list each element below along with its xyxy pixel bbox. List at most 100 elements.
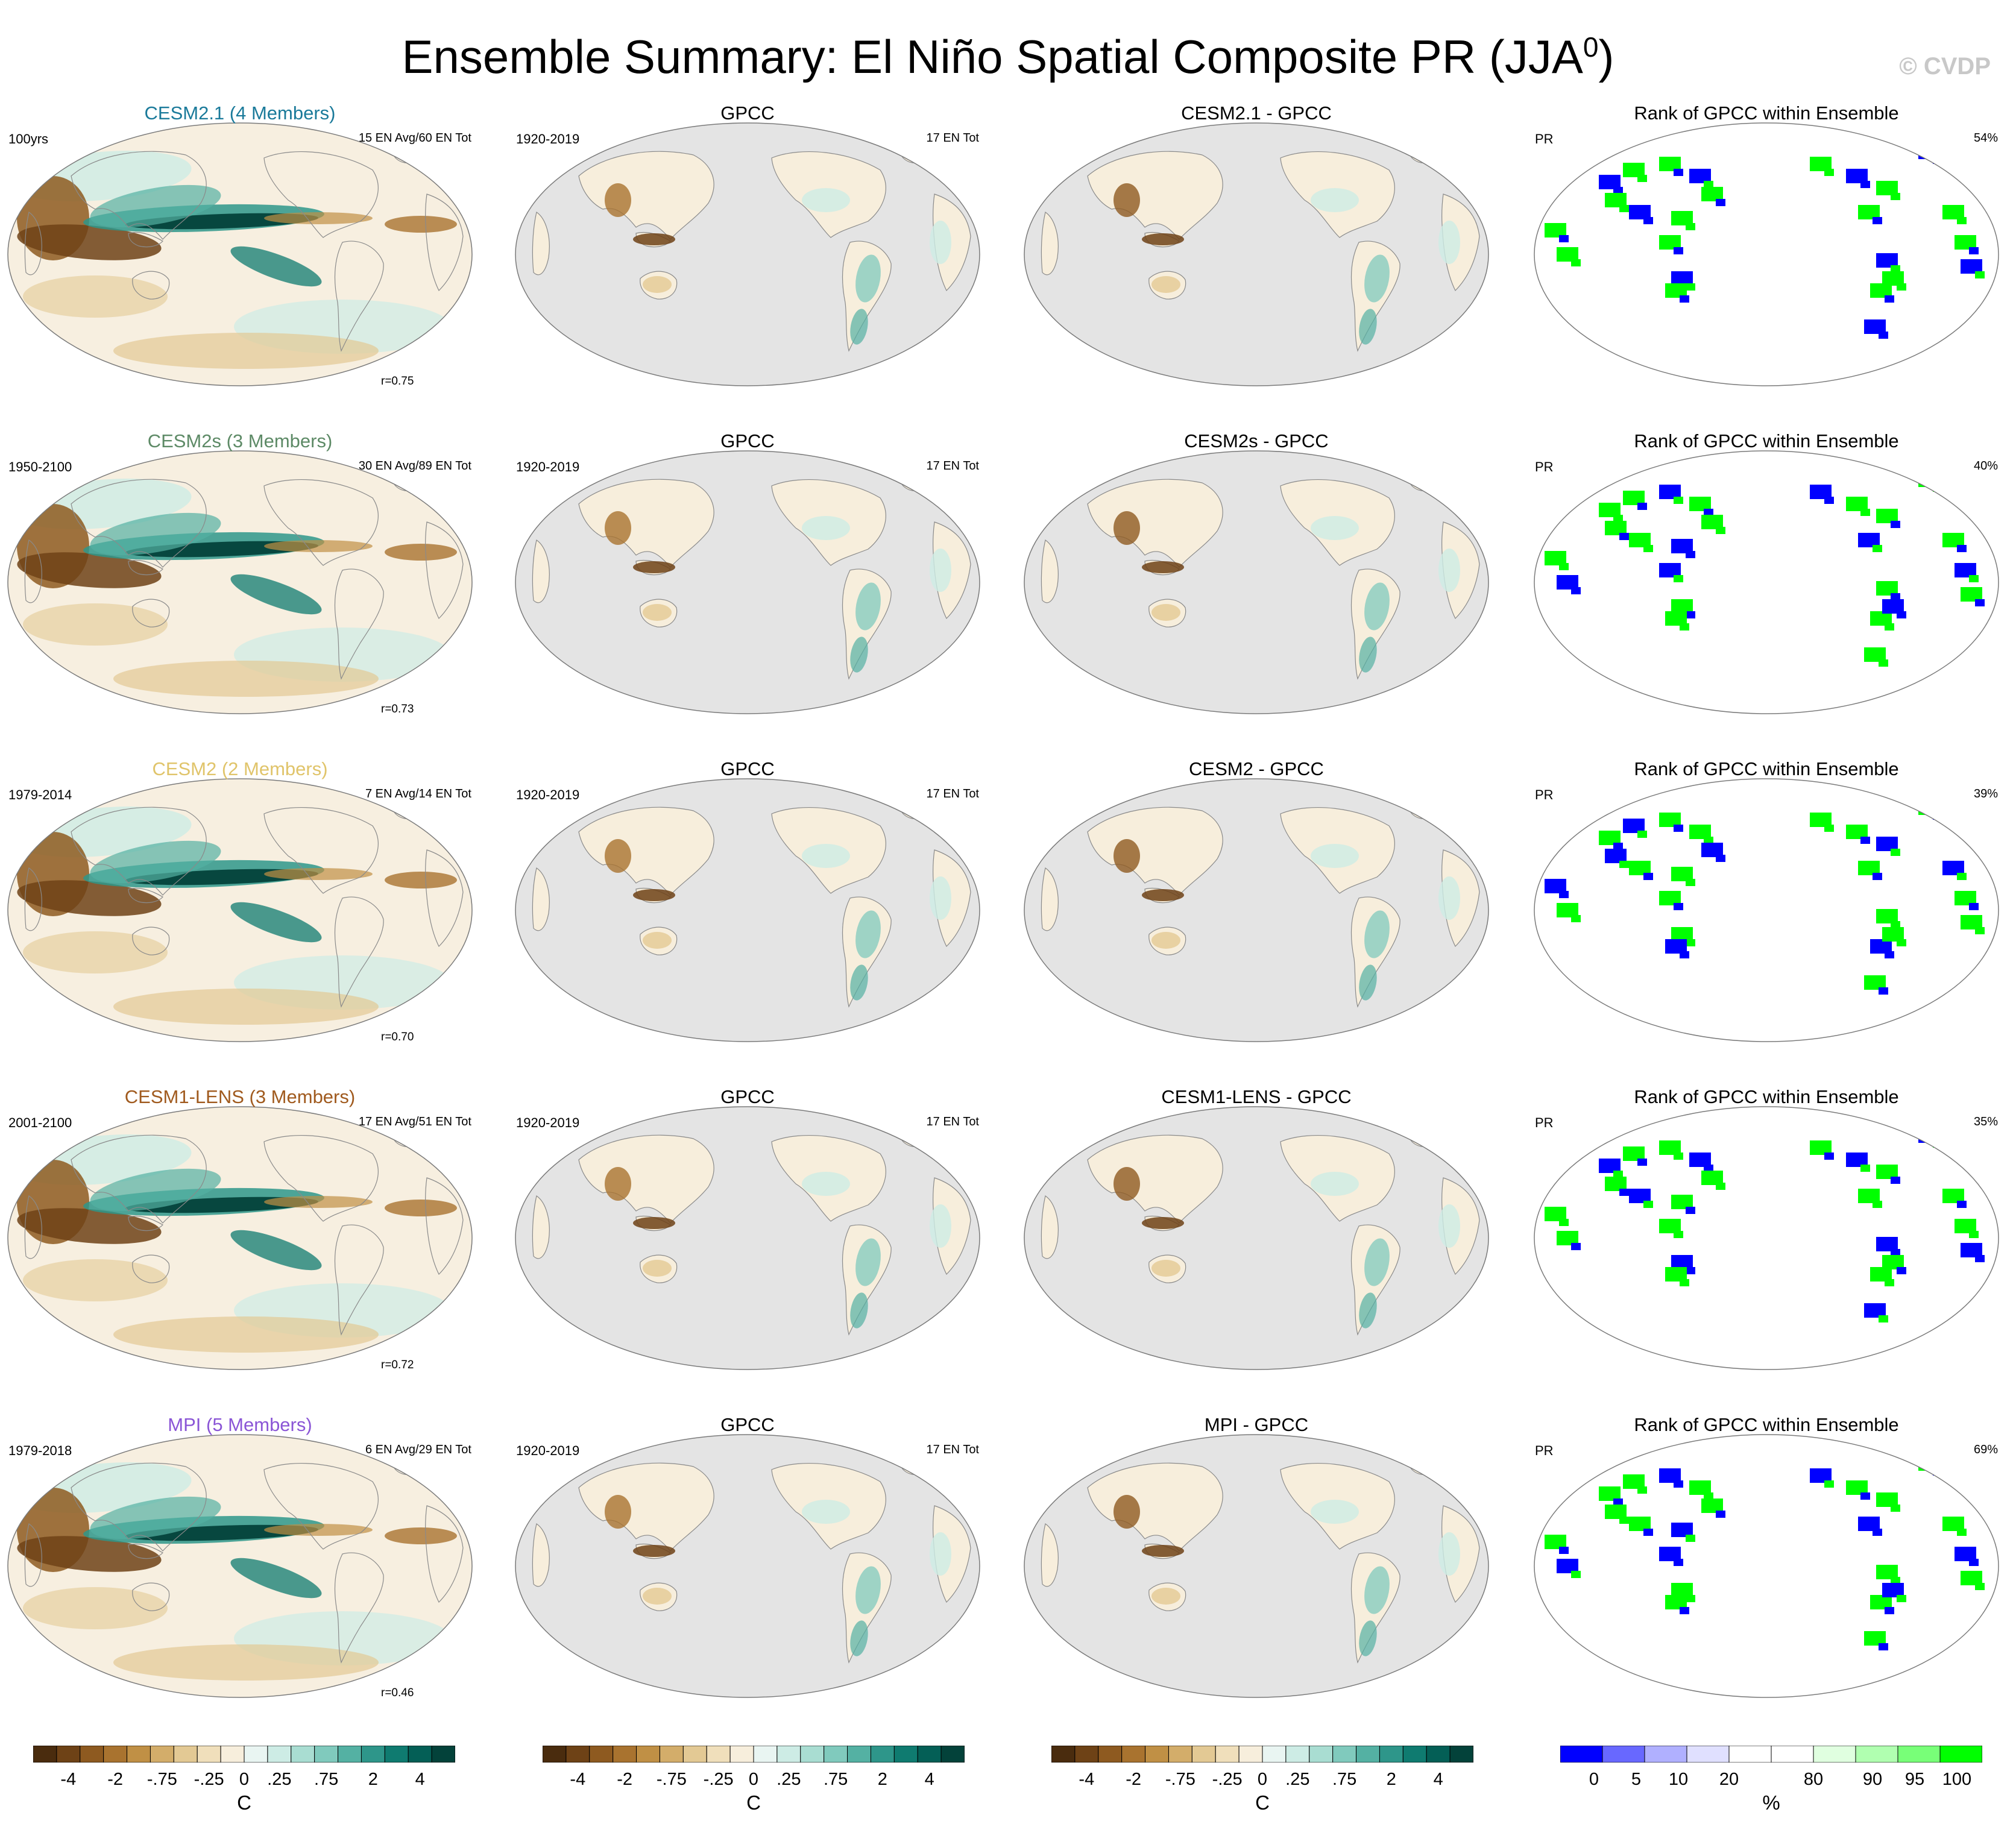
colorbar-unit-label: % xyxy=(1762,1791,1780,1814)
colorbar-swatch xyxy=(127,1746,151,1763)
colorbar-swatch xyxy=(1121,1746,1146,1763)
model-years-label: 1979-2014 xyxy=(8,787,72,802)
colorbar-tick-label: 2 xyxy=(368,1770,378,1789)
colorbar-swatch xyxy=(589,1746,614,1763)
colorbar-tick-label: -.25 xyxy=(703,1770,734,1789)
colorbar-swatch xyxy=(267,1746,292,1763)
colorbar-swatch xyxy=(291,1746,315,1763)
diff-panel: CESM2.1 - GPCC xyxy=(1021,98,1492,399)
colorbar-tick-label: -.75 xyxy=(656,1770,687,1789)
colorbar-tick-label: 0 xyxy=(748,1770,759,1789)
colorbar-swatch xyxy=(847,1746,871,1763)
colorbar-swatch xyxy=(1426,1746,1451,1763)
rank-panel: Rank of GPCC within Ensemble PR 35% xyxy=(1531,1081,2002,1383)
rank-panel: Rank of GPCC within Ensemble PR 39% xyxy=(1531,753,2002,1055)
rank-percent-label: 40% xyxy=(1973,459,1998,473)
obs-years-label: 1920-2019 xyxy=(516,459,580,474)
model-years-label: 2001-2100 xyxy=(8,1115,72,1130)
colorbar-swatch xyxy=(56,1746,81,1763)
colorbar-unit-label: C xyxy=(237,1791,251,1814)
colorbar-swatch xyxy=(917,1746,942,1763)
rank-panel-title: Rank of GPCC within Ensemble xyxy=(1634,758,1899,779)
diff-map xyxy=(1024,778,1489,1042)
model-panel: CESM1-LENS (3 Members) 2001-2100 17 EN Avg… xyxy=(5,1081,475,1383)
colorbar-tick-label: 4 xyxy=(924,1770,934,1789)
colorbar-tick-label: 4 xyxy=(415,1770,425,1789)
colorbar-swatch xyxy=(1074,1746,1099,1763)
obs-panel-title: GPCC xyxy=(720,102,775,124)
rank-panel-title: Rank of GPCC within Ensemble xyxy=(1634,430,1899,451)
colorbar-swatch xyxy=(1051,1746,1076,1763)
colorbar-swatch xyxy=(706,1746,731,1763)
colorbar-swatch xyxy=(1215,1746,1240,1763)
model-panel-title: MPI (5 Members) xyxy=(168,1414,312,1435)
obs-map xyxy=(515,122,980,386)
colorbar-swatch xyxy=(103,1746,128,1763)
colorbar-tick-label: 95 xyxy=(1904,1770,1925,1789)
model-events-label: 17 EN Avg/51 EN Tot xyxy=(358,1115,471,1128)
colorbar-swatch xyxy=(1897,1746,1941,1763)
colorbar-tick-label: 0 xyxy=(239,1770,250,1789)
diff-panel: MPI - GPCC xyxy=(1021,1409,1492,1711)
colorbar-swatch xyxy=(1238,1746,1263,1763)
obs-panel: GPCC 1920-2019 17 EN Tot xyxy=(512,1081,983,1383)
colorbar-swatch xyxy=(244,1746,268,1763)
colorbar-swatch xyxy=(1402,1746,1427,1763)
colorbar-swatch xyxy=(565,1746,590,1763)
colorbar-tick-label: 4 xyxy=(1433,1770,1443,1789)
colorbar-swatch xyxy=(220,1746,245,1763)
colorbar-swatch xyxy=(1728,1746,1772,1763)
colorbar-tick-label: .75 xyxy=(313,1770,339,1789)
colorbar-swatch xyxy=(893,1746,918,1763)
colorbar-tick-label: .25 xyxy=(267,1770,292,1789)
obs-panel: GPCC 1920-2019 17 EN Tot xyxy=(512,426,983,727)
colorbar-tick-label: -.25 xyxy=(194,1770,224,1789)
colorbar-swatch xyxy=(800,1746,825,1763)
obs-panel: GPCC 1920-2019 17 EN Tot xyxy=(512,98,983,399)
diff-panel-title: CESM2s - GPCC xyxy=(1184,430,1329,451)
colorbar-swatch xyxy=(729,1746,754,1763)
colorbar-tick-label: 90 xyxy=(1862,1770,1883,1789)
obs-map xyxy=(515,1106,980,1370)
obs-panel: GPCC 1920-2019 17 EN Tot xyxy=(512,1409,983,1711)
model-years-label: 100yrs xyxy=(8,131,49,146)
obs-map xyxy=(515,778,980,1042)
rank-map xyxy=(1534,122,1999,386)
obs-events-label: 17 EN Tot xyxy=(926,459,979,473)
colorbar-swatch xyxy=(1356,1746,1380,1763)
obs-years-label: 1920-2019 xyxy=(516,131,580,146)
colorbar-unit-label: C xyxy=(1255,1791,1270,1814)
model-years-label: 1950-2100 xyxy=(8,459,72,474)
obs-panel-title: GPCC xyxy=(720,1086,775,1107)
obs-panel-title: GPCC xyxy=(720,758,775,779)
model-panel: CESM2s (3 Members) 1950-2100 30 EN Avg/89 … xyxy=(5,426,475,727)
diff-panel: CESM1-LENS - GPCC xyxy=(1021,1081,1492,1383)
colorbar-tick-label: .25 xyxy=(1285,1770,1310,1789)
pattern-correlation-label: r=0.70 xyxy=(381,1031,414,1043)
model-events-label: 6 EN Avg/29 EN Tot xyxy=(365,1443,471,1456)
colorbar-tick-label: 0 xyxy=(1257,1770,1268,1789)
colorbar-swatch xyxy=(682,1746,707,1763)
rank-colorbar xyxy=(1560,1746,1982,1763)
colorbar-tick-label: .75 xyxy=(1332,1770,1357,1789)
colorbar-swatch xyxy=(431,1746,455,1763)
colorbar-swatch xyxy=(1168,1746,1192,1763)
obs-panel: GPCC 1920-2019 17 EN Tot xyxy=(512,753,983,1055)
colorbar-swatch xyxy=(543,1746,567,1763)
colorbar-tick-label: -4 xyxy=(1079,1770,1095,1789)
colorbar-tick-label: -4 xyxy=(570,1770,586,1789)
colorbar-tick-label: -4 xyxy=(60,1770,77,1789)
obs-years-label: 1920-2019 xyxy=(516,787,580,802)
colorbar-swatch xyxy=(1285,1746,1310,1763)
model-panel: MPI (5 Members) 1979-2018 6 EN Avg/29 EN T… xyxy=(5,1409,475,1711)
colorbar-swatch xyxy=(1262,1746,1287,1763)
diff-map xyxy=(1024,122,1489,386)
diff-panel-title: MPI - GPCC xyxy=(1204,1414,1309,1435)
colorbar-swatch xyxy=(1145,1746,1169,1763)
model-panel: CESM2.1 (4 Members) 100yrs 15 EN Avg/60 EN… xyxy=(5,98,475,399)
obs-events-label: 17 EN Tot xyxy=(926,1443,979,1456)
obs-map xyxy=(515,450,980,714)
colorbar-swatch xyxy=(1813,1746,1856,1763)
colorbar-tick-label: 10 xyxy=(1668,1770,1689,1789)
model-events-label: 7 EN Avg/14 EN Tot xyxy=(365,787,471,800)
